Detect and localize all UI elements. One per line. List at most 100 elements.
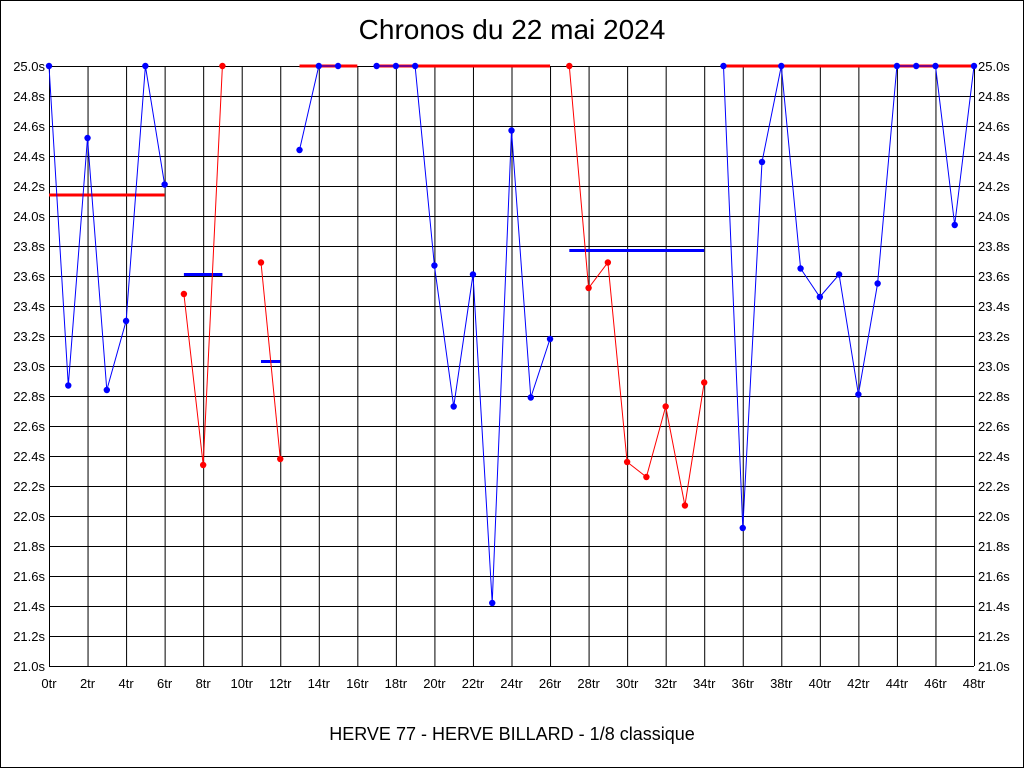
x-tick-label: 26tr xyxy=(539,676,562,691)
data-point xyxy=(835,271,843,278)
data-point xyxy=(932,62,939,70)
y-tick-label-right: 22.0s xyxy=(978,509,1010,524)
y-tick-label-left: 21.8s xyxy=(13,539,45,554)
x-tick-label: 30tr xyxy=(616,676,639,691)
y-tick-label-right: 24.4s xyxy=(978,149,1010,164)
data-point xyxy=(469,271,477,278)
y-tick-label-left: 24.4s xyxy=(13,149,45,164)
y-tick-label-left: 23.8s xyxy=(13,239,45,254)
x-tick-label: 6tr xyxy=(157,676,173,691)
data-point xyxy=(855,391,862,398)
x-tick-label: 20tr xyxy=(423,676,446,691)
data-point xyxy=(219,62,226,70)
x-tick-label: 2tr xyxy=(80,676,96,691)
y-tick-label-left: 21.4s xyxy=(13,599,45,614)
y-tick-label-left: 23.0s xyxy=(13,359,45,374)
data-point xyxy=(623,458,631,466)
y-tick-label-right: 21.4s xyxy=(978,599,1010,614)
data-point xyxy=(797,265,804,272)
y-tick-label-left: 23.6s xyxy=(13,269,45,284)
data-point xyxy=(701,379,708,386)
y-tick-label-left: 22.0s xyxy=(13,509,45,524)
y-tick-label-right: 23.4s xyxy=(978,299,1010,314)
x-tick-label: 24tr xyxy=(500,676,523,691)
data-points xyxy=(45,62,978,607)
y-tick-label-right: 22.4s xyxy=(978,449,1010,464)
data-point xyxy=(527,394,534,401)
data-point xyxy=(739,524,746,532)
data-point xyxy=(681,502,689,509)
data-point xyxy=(508,127,515,134)
x-tick-label: 44tr xyxy=(886,676,909,691)
data-point xyxy=(84,134,91,142)
data-point xyxy=(970,62,978,70)
x-tick-label: 48tr xyxy=(963,676,986,691)
x-tick-label: 46tr xyxy=(924,676,947,691)
y-tick-label-right: 23.8s xyxy=(978,239,1010,254)
y-tick-label-right: 23.0s xyxy=(978,359,1010,374)
tick-labels: 0tr 2tr 4tr 6tr 8tr 10tr 12tr 14tr 16tr 18tr 20tr 2… xyxy=(13,59,1010,691)
data-point xyxy=(912,62,920,70)
y-tick-label-left: 22.4s xyxy=(13,449,45,464)
data-point xyxy=(546,335,554,343)
y-tick-label-right: 21.8s xyxy=(978,539,1010,554)
data-point xyxy=(180,290,188,298)
y-tick-label-left: 24.8s xyxy=(13,89,45,104)
x-tick-label: 42tr xyxy=(847,676,870,691)
y-tick-label-right: 24.0s xyxy=(978,209,1010,224)
series-line xyxy=(568,65,705,506)
data-point xyxy=(489,599,496,607)
x-tick-label: 28tr xyxy=(577,676,600,691)
data-point xyxy=(585,284,592,292)
y-tick-label-left: 21.6s xyxy=(13,569,45,584)
data-point xyxy=(334,62,342,70)
series-line xyxy=(48,65,166,391)
data-point xyxy=(874,280,881,287)
data-point xyxy=(296,146,303,154)
x-tick-label: 12tr xyxy=(269,676,292,691)
series-line xyxy=(260,262,281,460)
y-tick-label-left: 22.6s xyxy=(13,419,45,434)
chart-title: Chronos du 22 mai 2024 xyxy=(358,14,666,45)
x-tick-label: 38tr xyxy=(770,676,793,691)
data-point xyxy=(758,158,766,166)
y-tick-label-right: 25.0s xyxy=(978,59,1010,74)
y-tick-label-right: 22.2s xyxy=(978,479,1010,494)
data-point xyxy=(392,62,400,70)
series-line xyxy=(376,65,551,604)
y-tick-label-left: 24.2s xyxy=(13,179,45,194)
data-point xyxy=(315,62,322,70)
y-tick-label-right: 21.6s xyxy=(978,569,1010,584)
data-point xyxy=(893,62,901,70)
grid xyxy=(49,66,975,667)
data-point xyxy=(373,62,380,70)
data-point xyxy=(816,293,824,301)
y-tick-label-left: 24.6s xyxy=(13,119,45,134)
x-tick-label: 34tr xyxy=(693,676,716,691)
chart-subtitle: HERVE 77 - HERVE BILLARD - 1/8 classique xyxy=(329,724,695,744)
y-tick-label-left: 24.0s xyxy=(13,209,45,224)
x-tick-label: 10tr xyxy=(231,676,254,691)
data-point xyxy=(643,473,650,481)
data-point xyxy=(142,62,149,70)
data-point xyxy=(161,181,168,188)
x-tick-label: 32tr xyxy=(654,676,677,691)
y-tick-label-left: 25.0s xyxy=(13,59,45,74)
y-tick-label-right: 22.8s xyxy=(978,389,1010,404)
data-point xyxy=(662,403,669,410)
data-point xyxy=(431,262,438,269)
x-tick-label: 40tr xyxy=(809,676,832,691)
y-tick-label-left: 21.0s xyxy=(13,659,45,674)
x-tick-label: 18tr xyxy=(385,676,408,691)
y-tick-label-left: 23.2s xyxy=(13,329,45,344)
x-tick-label: 36tr xyxy=(732,676,755,691)
x-tick-label: 14tr xyxy=(308,676,331,691)
y-tick-label-right: 21.2s xyxy=(978,629,1010,644)
y-tick-label-right: 24.2s xyxy=(978,179,1010,194)
data-point xyxy=(45,62,53,70)
data-point xyxy=(277,455,284,463)
data-point xyxy=(450,403,457,410)
x-tick-label: 8tr xyxy=(196,676,212,691)
y-tick-label-right: 23.6s xyxy=(978,269,1010,284)
